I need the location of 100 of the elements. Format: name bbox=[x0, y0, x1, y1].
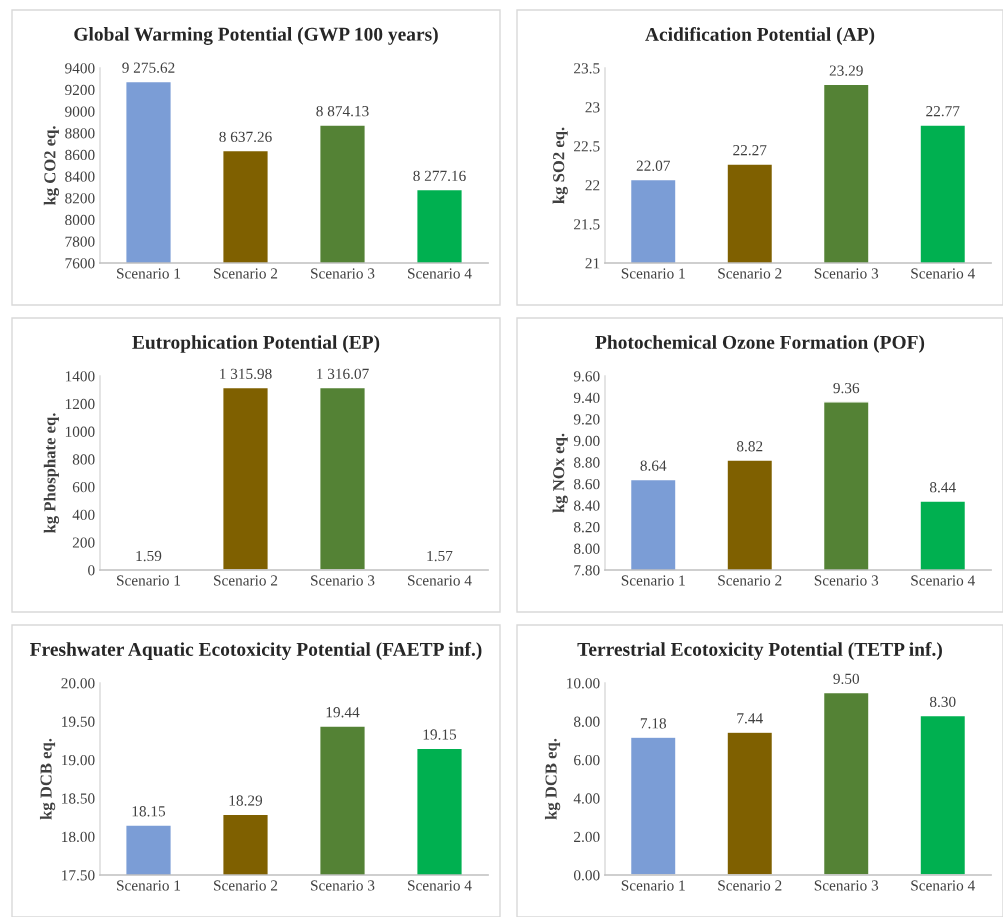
data-label: 7.44 bbox=[737, 713, 763, 724]
y-tick-label: 22 bbox=[585, 180, 600, 191]
data-label: 1 316.07 bbox=[317, 368, 369, 380]
y-tick-label: 20.00 bbox=[61, 678, 95, 689]
bar bbox=[629, 736, 677, 875]
x-tick-label: Scenario 3 bbox=[814, 268, 879, 279]
y-tick-label: 600 bbox=[72, 482, 95, 493]
x-tick-label: Scenario 2 bbox=[718, 268, 782, 279]
x-tick-label: Scenario 4 bbox=[911, 268, 975, 279]
x-tick-label: Scenario 4 bbox=[408, 575, 472, 586]
x-tick-label: Scenario 4 bbox=[911, 880, 975, 891]
y-tick-label: 7.80 bbox=[574, 565, 600, 576]
data-label: 22.07 bbox=[636, 160, 670, 171]
y-tick-label: 10.00 bbox=[567, 678, 600, 689]
y-tick-label: 9.00 bbox=[573, 435, 600, 447]
data-label: 9.50 bbox=[833, 673, 860, 685]
bar bbox=[726, 731, 774, 875]
y-tick-label: 2.00 bbox=[574, 831, 600, 843]
data-label: 8.44 bbox=[929, 482, 956, 493]
data-label: 8 874.13 bbox=[316, 106, 369, 117]
data-label: 18.15 bbox=[132, 806, 166, 817]
chart-title: Terrestrial Ecotoxicity Potential (TETP inf.) bbox=[577, 642, 942, 660]
y-tick-label: 400 bbox=[72, 509, 95, 521]
y-tick-label: 18.00 bbox=[62, 831, 95, 843]
y-tick-label: 19.50 bbox=[62, 716, 95, 727]
data-label: 18.29 bbox=[229, 795, 263, 806]
y-axis-title: kg DCB eq. bbox=[39, 738, 56, 820]
y-tick-label: 7600 bbox=[65, 258, 95, 269]
chart-title: Eutrophication Potential (EP) bbox=[132, 335, 380, 353]
data-label: 22.27 bbox=[733, 145, 767, 156]
y-tick-label: 23 bbox=[585, 102, 600, 113]
x-tick-label: Scenario 1 bbox=[621, 575, 685, 586]
y-tick-label: 8800 bbox=[65, 128, 95, 139]
y-tick-label: 8.20 bbox=[573, 522, 600, 533]
y-tick-label: 18.50 bbox=[62, 793, 95, 804]
bar bbox=[919, 714, 967, 875]
chart-title: Freshwater Aquatic Ecotoxicity Potential (FAETP inf.) bbox=[30, 642, 482, 660]
y-tick-label: 21 bbox=[585, 258, 600, 269]
x-tick-label: Scenario 1 bbox=[621, 880, 685, 891]
y-tick-label: 19.00 bbox=[62, 754, 95, 766]
data-label: 1 315.98 bbox=[220, 368, 272, 380]
x-tick-label: Scenario 3 bbox=[814, 575, 879, 586]
x-tick-label: Scenario 2 bbox=[214, 575, 278, 586]
x-tick-label: Scenario 3 bbox=[311, 268, 375, 279]
y-tick-label: 9.60 bbox=[573, 371, 600, 382]
y-tick-label: 1400 bbox=[65, 371, 95, 382]
y-tick-label: 23.5 bbox=[574, 63, 600, 74]
chart-title: Global Warming Potential (GWP 100 years) bbox=[74, 27, 438, 45]
chart-title: Acidification Potential (AP) bbox=[645, 27, 875, 45]
y-tick-label: 0 bbox=[88, 565, 95, 576]
x-tick-label: Scenario 4 bbox=[408, 880, 472, 891]
data-label: 8.82 bbox=[736, 441, 763, 452]
x-tick-label: Scenario 3 bbox=[311, 880, 375, 891]
y-tick-label: 21.5 bbox=[574, 219, 600, 230]
x-tick-label: Scenario 2 bbox=[214, 880, 278, 891]
chart-title: Photochemical Ozone Formation (POF) bbox=[595, 335, 925, 353]
y-tick-label: 0.00 bbox=[573, 870, 600, 881]
y-tick-label: 22.5 bbox=[574, 141, 600, 152]
y-tick-label: 800 bbox=[72, 454, 95, 465]
y-tick-label: 9000 bbox=[65, 106, 95, 117]
data-label: 9 275.62 bbox=[122, 62, 175, 73]
data-label: 8.30 bbox=[929, 696, 956, 708]
y-axis-title: kg Phosphate eq. bbox=[43, 413, 60, 534]
y-tick-label: 9200 bbox=[65, 84, 95, 96]
data-label: 9.36 bbox=[833, 382, 860, 394]
y-axis-title: kg DCB eq. bbox=[544, 738, 561, 820]
data-label: 19.15 bbox=[423, 729, 457, 740]
y-tick-label: 8.80 bbox=[573, 457, 600, 468]
y-tick-label: 9.40 bbox=[573, 392, 600, 404]
data-label: 23.29 bbox=[829, 65, 863, 76]
data-label: 22.77 bbox=[926, 106, 960, 117]
y-tick-label: 8.00 bbox=[573, 716, 600, 727]
y-axis-title: kg SO2 eq. bbox=[552, 127, 568, 204]
y-tick-label: 200 bbox=[72, 537, 95, 548]
x-tick-label: Scenario 2 bbox=[718, 880, 782, 891]
y-tick-label: 8.40 bbox=[573, 500, 600, 511]
y-tick-label: 4.00 bbox=[573, 793, 600, 804]
x-tick-label: Scenario 2 bbox=[214, 268, 278, 279]
data-label: 8 277.16 bbox=[413, 170, 466, 182]
data-label: 8.64 bbox=[640, 460, 667, 471]
x-tick-label: Scenario 1 bbox=[117, 575, 181, 586]
y-tick-label: 8.60 bbox=[573, 478, 600, 490]
x-tick-label: Scenario 1 bbox=[621, 268, 685, 279]
data-label: 1.59 bbox=[136, 550, 162, 562]
data-label: 1.57 bbox=[427, 550, 453, 562]
y-tick-label: 8.00 bbox=[573, 543, 600, 554]
x-tick-label: Scenario 1 bbox=[117, 880, 181, 891]
y-tick-label: 9400 bbox=[65, 63, 95, 74]
x-tick-label: Scenario 3 bbox=[311, 575, 375, 586]
y-tick-label: 7800 bbox=[65, 236, 95, 247]
y-tick-label: 8000 bbox=[65, 214, 95, 226]
y-tick-label: 8400 bbox=[65, 171, 95, 182]
y-axis-title: kg NOx eq. bbox=[552, 433, 568, 513]
data-label: 19.44 bbox=[326, 707, 360, 718]
y-tick-label: 9.20 bbox=[573, 414, 600, 425]
data-label: 8 637.26 bbox=[219, 131, 272, 143]
bar bbox=[822, 691, 870, 875]
y-tick-label: 8200 bbox=[65, 193, 95, 204]
x-tick-label: Scenario 4 bbox=[408, 268, 472, 279]
x-tick-label: Scenario 3 bbox=[814, 880, 879, 891]
